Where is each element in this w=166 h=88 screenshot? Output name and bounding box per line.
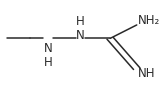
- Text: H: H: [76, 15, 85, 28]
- Text: N: N: [44, 42, 53, 55]
- Text: NH₂: NH₂: [138, 14, 161, 27]
- Text: N: N: [76, 29, 85, 42]
- Text: NH: NH: [138, 67, 156, 80]
- Text: H: H: [44, 56, 53, 69]
